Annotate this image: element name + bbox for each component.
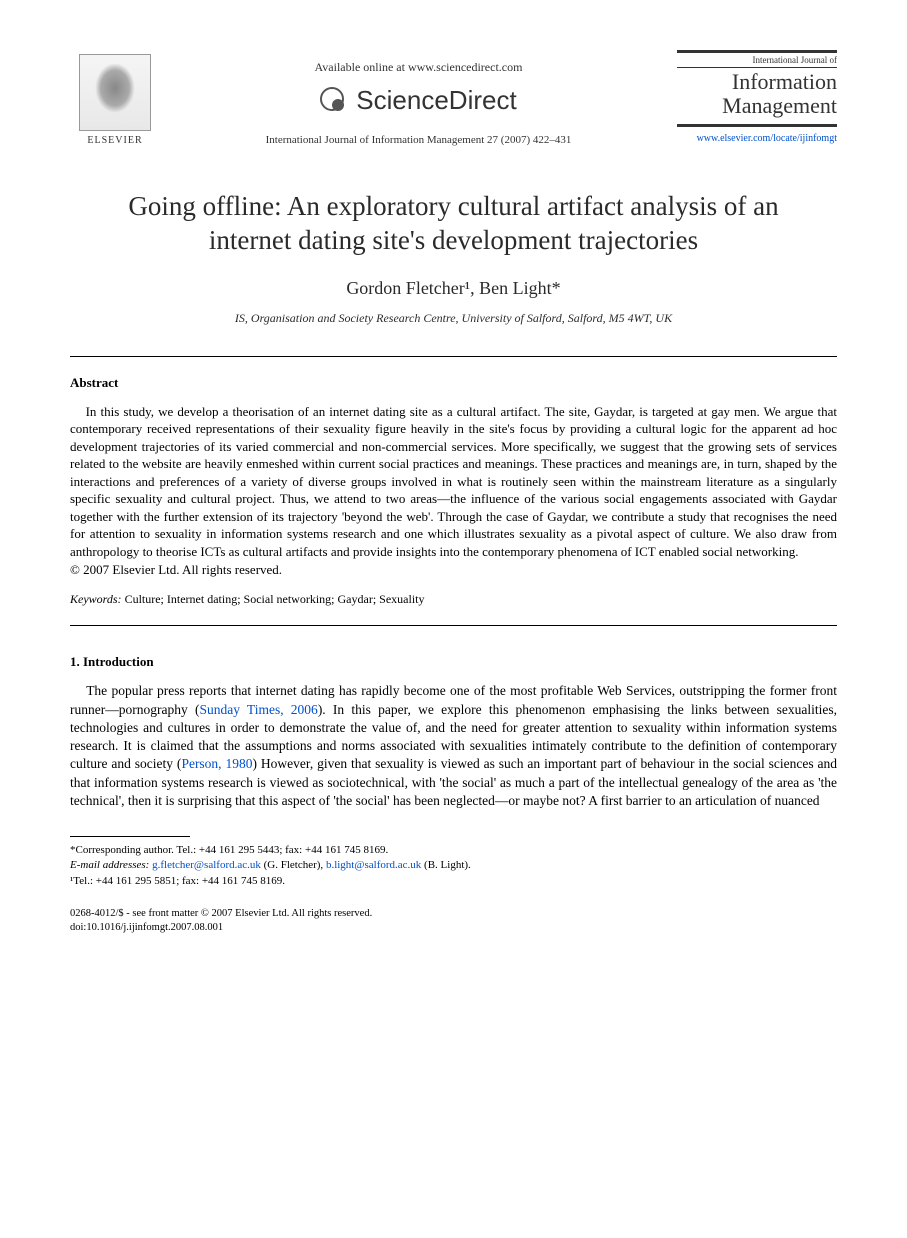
tel-footnote: ¹Tel.: +44 161 295 5851; fax: +44 161 74… <box>70 874 837 889</box>
journal-name-small: International Journal of <box>677 50 837 68</box>
doi-line: doi:10.1016/j.ijinfomgt.2007.08.001 <box>70 921 837 935</box>
sciencedirect-text: ScienceDirect <box>356 85 516 116</box>
footnotes: *Corresponding author. Tel.: +44 161 295… <box>70 843 837 889</box>
sciencedirect-icon <box>320 87 348 115</box>
corresponding-author: *Corresponding author. Tel.: +44 161 295… <box>70 843 837 858</box>
rule-top <box>70 356 837 357</box>
article-title: Going offline: An exploratory cultural a… <box>90 190 817 258</box>
email-label: E-mail addresses: <box>70 859 149 871</box>
email-line: E-mail addresses: g.fletcher@salford.ac.… <box>70 858 837 873</box>
center-header: Available online at www.sciencedirect.co… <box>160 50 677 146</box>
header-row: ELSEVIER Available online at www.science… <box>70 50 837 150</box>
email-fletcher-name: (G. Fletcher), <box>261 859 326 871</box>
intro-paragraph: The popular press reports that internet … <box>70 682 837 810</box>
journal-name-large: Information Management <box>677 70 837 127</box>
doi-block: 0268-4012/$ - see front matter © 2007 El… <box>70 907 837 935</box>
journal-line2: Management <box>722 93 837 118</box>
rule-bottom <box>70 625 837 626</box>
affiliation: IS, Organisation and Society Research Ce… <box>70 311 837 326</box>
section-1-heading: 1. Introduction <box>70 654 837 670</box>
authors: Gordon Fletcher¹, Ben Light* <box>70 278 837 299</box>
email-light-name: (B. Light). <box>421 859 471 871</box>
journal-url-link[interactable]: www.elsevier.com/locate/ijinfomgt <box>677 133 837 144</box>
keywords-label: Keywords: <box>70 592 122 606</box>
abstract-copyright: © 2007 Elsevier Ltd. All rights reserved… <box>70 562 837 578</box>
abstract-body: In this study, we develop a theorisation… <box>70 403 837 561</box>
footnote-rule <box>70 836 190 837</box>
citation-sunday-times[interactable]: Sunday Times, 2006 <box>199 702 317 717</box>
sciencedirect-brand: ScienceDirect <box>160 85 677 116</box>
journal-line1: Information <box>732 69 837 94</box>
publisher-name: ELSEVIER <box>87 135 142 146</box>
front-matter-line: 0268-4012/$ - see front matter © 2007 El… <box>70 907 837 921</box>
elsevier-logo: ELSEVIER <box>70 50 160 150</box>
citation-line: International Journal of Information Man… <box>160 134 677 146</box>
email-light[interactable]: b.light@salford.ac.uk <box>326 859 421 871</box>
citation-person-1980[interactable]: Person, 1980 <box>181 756 252 771</box>
keywords-line: Keywords: Culture; Internet dating; Soci… <box>70 592 837 607</box>
journal-box: International Journal of Information Man… <box>677 50 837 144</box>
page-container: ELSEVIER Available online at www.science… <box>0 0 907 975</box>
keywords-list: Culture; Internet dating; Social network… <box>122 592 425 606</box>
abstract-heading: Abstract <box>70 375 837 391</box>
available-online-text: Available online at www.sciencedirect.co… <box>160 60 677 75</box>
email-fletcher[interactable]: g.fletcher@salford.ac.uk <box>152 859 261 871</box>
elsevier-tree-icon <box>79 54 151 131</box>
